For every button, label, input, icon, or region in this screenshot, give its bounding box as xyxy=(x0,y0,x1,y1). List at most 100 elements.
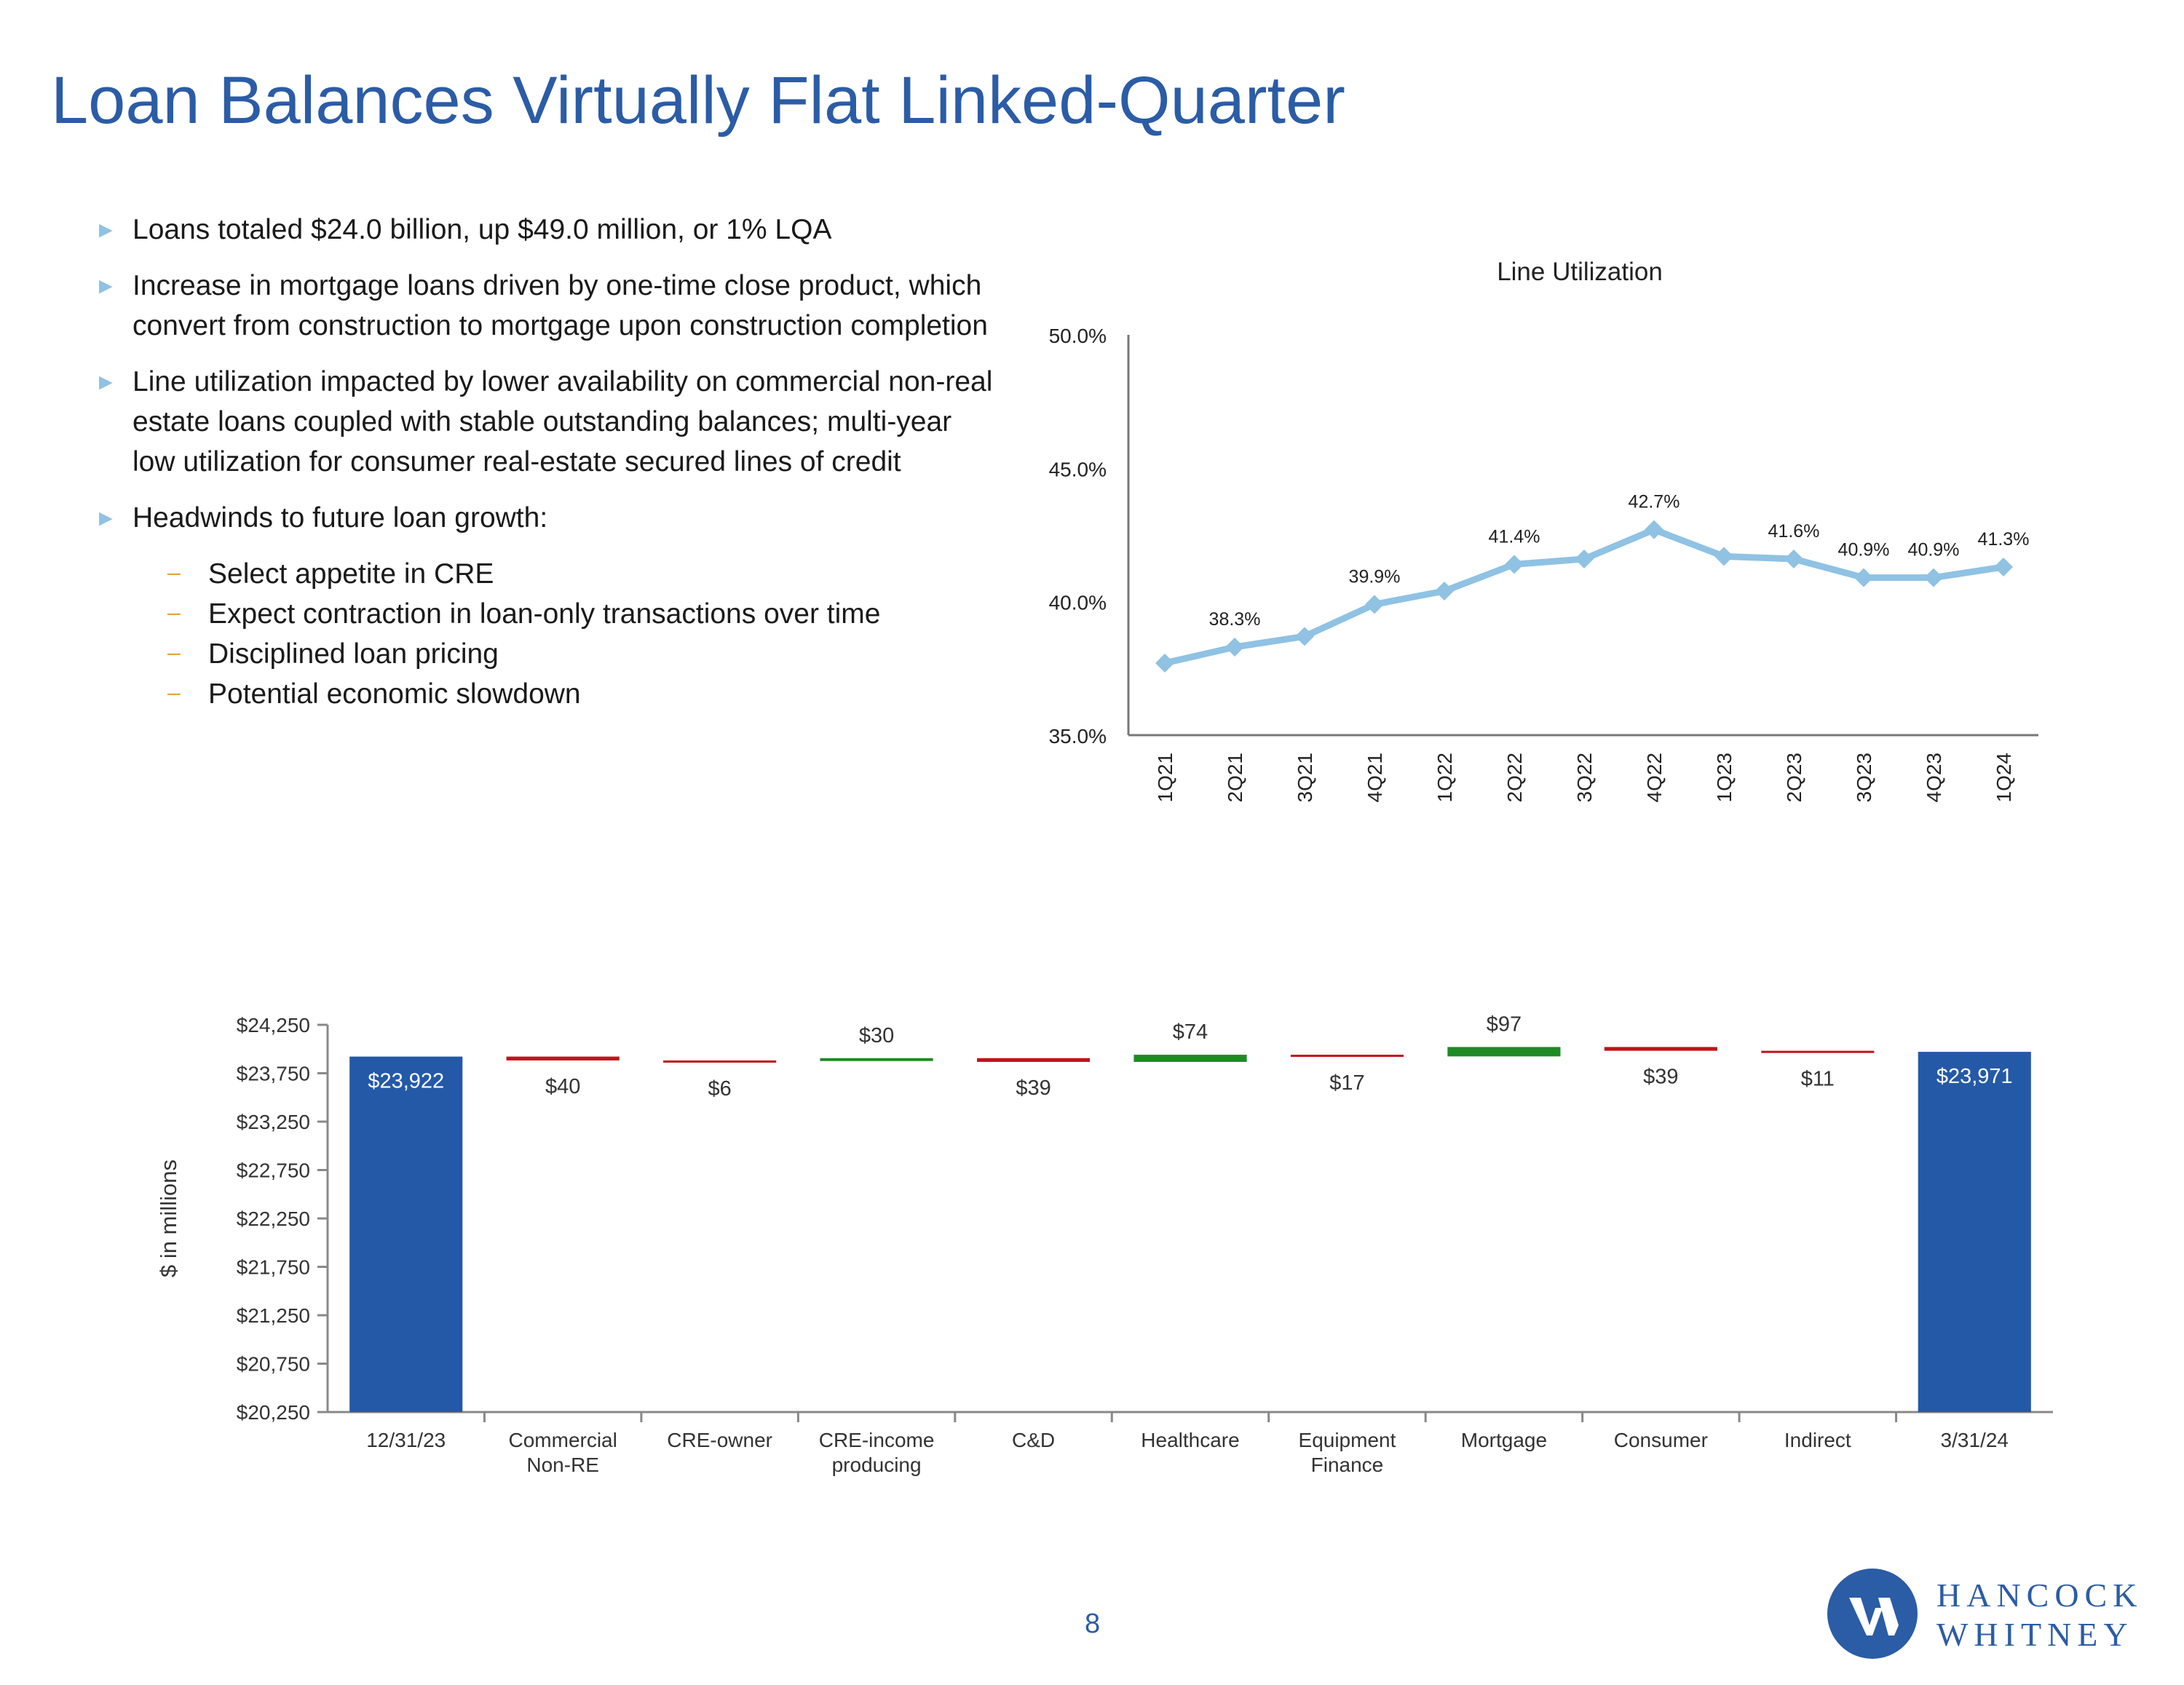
data-point xyxy=(1924,568,1943,587)
page-title: Loan Balances Virtually Flat Linked-Quar… xyxy=(51,63,1345,138)
x-tick-label: 1Q21 xyxy=(1154,753,1176,803)
data-point xyxy=(1714,547,1733,566)
data-label: 41.6% xyxy=(1768,521,1820,542)
dash-bullet-icon: – xyxy=(167,559,181,585)
y-tick-label: 50.0% xyxy=(1049,325,1107,347)
bar-total xyxy=(349,1056,463,1412)
bar-value-label: $23,971 xyxy=(1936,1065,2013,1088)
x-tick-label: Equipment xyxy=(1299,1429,1396,1451)
x-tick-label: producing xyxy=(832,1454,922,1476)
bullet-text: Headwinds to future loan growth: xyxy=(132,502,548,534)
line-utilization-chart: Line Utilization 35.0% 40.0% 45.0% 50.0% 1Q2… xyxy=(1049,258,2038,803)
data-point xyxy=(1155,654,1174,673)
y-tick-label: 45.0% xyxy=(1049,458,1107,480)
data-label: 38.3% xyxy=(1209,609,1261,630)
data-label: 39.9% xyxy=(1349,566,1401,587)
chart-title: Line Utilization xyxy=(1497,258,1663,286)
x-tick-label: Mortgage xyxy=(1461,1429,1547,1451)
bar-decrease xyxy=(663,1060,777,1063)
data-label: 41.3% xyxy=(1978,529,2030,550)
bar-decrease xyxy=(506,1056,620,1060)
sub-bullet-text: Select appetite in CRE xyxy=(208,558,494,590)
y-tick-label: 35.0% xyxy=(1049,725,1107,748)
data-point xyxy=(1225,638,1244,657)
x-tick-label: 3Q23 xyxy=(1853,753,1875,803)
data-label: 40.9% xyxy=(1838,540,1890,560)
bar-increase xyxy=(820,1058,933,1061)
hancock-whitney-logo: HANCOCK WHITNEY xyxy=(1827,1569,2169,1663)
bar-value-label: $23,922 xyxy=(368,1070,444,1093)
y-tick-label: $22,750 xyxy=(237,1159,310,1182)
sub-bullet-text: Potential economic slowdown xyxy=(208,678,581,710)
dash-bullet-icon: – xyxy=(167,679,181,705)
bar-value-label: $39 xyxy=(1643,1066,1678,1089)
bar-value-label: $30 xyxy=(859,1024,894,1047)
y-tick-label: $21,750 xyxy=(237,1256,310,1279)
x-tick-label: Finance xyxy=(1311,1454,1384,1476)
bar-value-label: $39 xyxy=(1016,1077,1051,1100)
bar-value-label: $74 xyxy=(1173,1020,1208,1044)
y-tick-label: $20,750 xyxy=(237,1353,310,1376)
bar-decrease xyxy=(976,1058,1091,1062)
y-tick-label: $23,750 xyxy=(237,1063,310,1085)
x-tick-label: Indirect xyxy=(1784,1429,1851,1451)
bullet-text: Line utilization impacted by lower avail… xyxy=(132,366,993,477)
data-point xyxy=(1645,520,1663,539)
bar-value-label: $11 xyxy=(1801,1068,1835,1091)
x-tick-label: 4Q21 xyxy=(1364,753,1386,803)
bar-increase xyxy=(1447,1047,1561,1057)
data-label: 41.4% xyxy=(1489,526,1540,547)
y-tick-label: $21,250 xyxy=(237,1304,310,1327)
data-point xyxy=(1505,555,1524,574)
y-tick-label: $20,250 xyxy=(237,1401,310,1424)
x-tick-label: 2Q21 xyxy=(1224,753,1246,803)
x-tick-label: CRE-income xyxy=(819,1429,935,1451)
x-tick-label: 12/31/23 xyxy=(366,1429,446,1451)
data-point xyxy=(1365,595,1384,614)
data-point xyxy=(1854,568,1873,587)
x-tick-label: Non-RE xyxy=(526,1454,599,1476)
bar-increase xyxy=(1133,1055,1247,1062)
bar-decrease xyxy=(1761,1050,1875,1053)
bullet-list: ► Loans totaled $24.0 billion, up $49.0 m… xyxy=(95,210,997,714)
bar-value-label: $40 xyxy=(545,1075,580,1098)
dash-bullet-icon: – xyxy=(167,639,181,665)
triangle-bullet-icon: ► xyxy=(95,369,117,395)
bar-value-label: $97 xyxy=(1487,1012,1522,1036)
y-tick-label: $22,250 xyxy=(237,1208,310,1230)
sub-bullet-item: – Expect contraction in loan-only transac… xyxy=(167,594,997,634)
triangle-bullet-icon: ► xyxy=(95,217,117,242)
sub-bullet-item: – Disciplined loan pricing xyxy=(167,634,997,674)
data-point xyxy=(1435,582,1454,600)
x-tick-label: 2Q23 xyxy=(1783,753,1805,803)
sub-bullet-item: – Select appetite in CRE xyxy=(167,554,997,594)
y-axis-label: $ in millions xyxy=(156,1159,181,1277)
x-tick-label: 1Q22 xyxy=(1433,753,1456,803)
data-point xyxy=(1295,627,1314,646)
loan-waterfall-chart: $ in millions $20,250 $20,750 $21,250 $21,7… xyxy=(156,1012,2053,1476)
bullet-item: ► Increase in mortgage loans driven by on… xyxy=(95,266,997,346)
triangle-bullet-icon: ► xyxy=(95,505,117,531)
sub-bullet-item: – Potential economic slowdown xyxy=(167,674,997,714)
bullet-text: Loans totaled $24.0 billion, up $49.0 mi… xyxy=(132,214,832,245)
data-label: 42.7% xyxy=(1629,492,1680,512)
logo-word-whitney: WHITNEY xyxy=(1936,1616,2134,1653)
x-tick-label: 4Q23 xyxy=(1923,753,1945,803)
logo-word-hancock: HANCOCK xyxy=(1936,1577,2143,1614)
x-tick-label: 4Q22 xyxy=(1643,753,1666,803)
triangle-bullet-icon: ► xyxy=(95,273,117,298)
sub-bullet-list: – Select appetite in CRE – Expect contract… xyxy=(95,554,997,714)
sub-bullet-text: Expect contraction in loan-only transact… xyxy=(208,598,881,630)
x-tick-label: 1Q24 xyxy=(1993,753,2015,803)
x-tick-label: CRE-owner xyxy=(667,1429,772,1451)
x-tick-label: 2Q22 xyxy=(1503,753,1526,803)
page-number: 8 xyxy=(1085,1609,1101,1639)
x-tick-label: C&D xyxy=(1012,1429,1055,1451)
bar-decrease xyxy=(1290,1055,1404,1058)
x-tick-label: Healthcare xyxy=(1141,1429,1239,1451)
dash-bullet-icon: – xyxy=(167,599,181,625)
x-tick-label: Commercial xyxy=(509,1429,617,1451)
bullet-item: ► Headwinds to future loan growth: xyxy=(95,498,997,538)
data-point xyxy=(1994,558,2013,576)
bullet-item: ► Line utilization impacted by lower avai… xyxy=(95,362,997,482)
